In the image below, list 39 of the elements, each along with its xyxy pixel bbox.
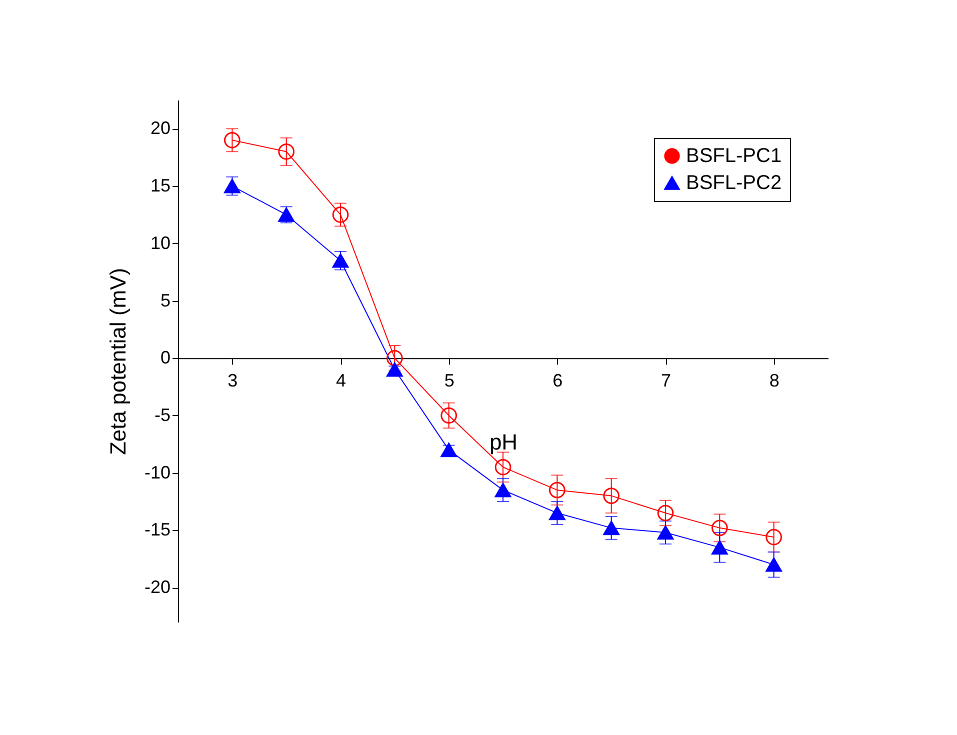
point [440, 407, 457, 424]
x-axis-title: pH [489, 430, 518, 455]
y-tick-label: -10 [144, 462, 170, 482]
point [766, 528, 782, 546]
point [657, 525, 674, 540]
y-axis-title: Zeta potential (mV) [105, 268, 130, 456]
y-tick-label: -5 [154, 404, 170, 425]
point [712, 520, 728, 536]
point [712, 540, 728, 555]
x-tick-label: 6 [552, 370, 563, 391]
y-tick-label: 15 [150, 176, 170, 196]
x-tick-label: 5 [444, 370, 454, 391]
legend-label: BSFL-PC1 [686, 145, 782, 167]
point [386, 362, 403, 377]
point [224, 178, 240, 194]
point [494, 482, 512, 498]
point [603, 520, 620, 536]
x-tick-label: 8 [769, 370, 780, 391]
point [224, 132, 240, 148]
y-tick-label: 0 [160, 348, 170, 368]
point [766, 557, 782, 572]
x-tick-label: 3 [228, 370, 238, 391]
point [386, 350, 403, 366]
point [440, 442, 457, 458]
y-tick-label: 10 [150, 232, 170, 253]
legend-label: BSFL-PC2 [686, 172, 782, 194]
x-tick-label: 7 [660, 370, 672, 391]
point [549, 482, 566, 498]
point [657, 504, 674, 522]
y-tick-label: -20 [144, 577, 170, 598]
point [603, 488, 620, 504]
point [549, 506, 566, 520]
y-tick-label: -15 [144, 520, 170, 540]
point [494, 458, 512, 476]
y-tick-label: 5 [160, 290, 170, 310]
point [332, 206, 349, 223]
x-tick-label: 4 [336, 370, 346, 391]
point [278, 143, 294, 160]
y-tick-label: 20 [150, 118, 170, 138]
